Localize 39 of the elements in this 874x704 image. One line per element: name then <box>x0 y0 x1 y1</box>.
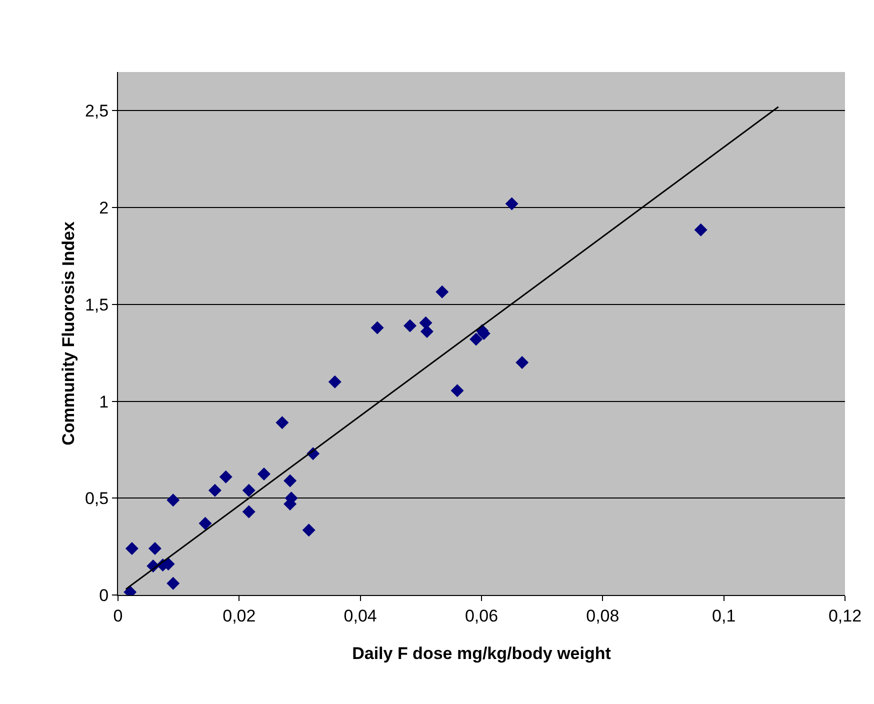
point <box>219 470 232 484</box>
point <box>404 319 417 332</box>
point <box>505 197 518 210</box>
point <box>420 325 434 338</box>
point <box>242 484 256 497</box>
point <box>166 494 180 507</box>
point <box>208 484 222 497</box>
point <box>328 375 342 388</box>
point <box>148 542 162 556</box>
y-axis-title: Community Fluorosis Index <box>59 221 78 446</box>
point <box>516 356 529 370</box>
y-tick-label: 1 <box>99 392 109 412</box>
point <box>166 576 180 590</box>
point <box>258 467 271 480</box>
x-tick-label: 0,12 <box>828 606 862 626</box>
point <box>242 505 256 518</box>
x-tick-label: 0,04 <box>344 606 377 626</box>
point <box>470 332 483 346</box>
point <box>198 516 212 530</box>
y-tick-label: 2,5 <box>84 102 109 121</box>
point <box>450 384 464 398</box>
point <box>436 285 449 298</box>
point <box>284 474 297 488</box>
point <box>276 416 289 430</box>
x-tick-label: 0,1 <box>712 606 736 626</box>
x-axis-title: Daily F dose mg/kg/body weight <box>352 644 612 663</box>
point <box>302 524 316 537</box>
point <box>694 223 708 236</box>
y-tick-label: 0 <box>99 586 109 605</box>
y-tick-label: 1,5 <box>84 295 109 314</box>
x-tick-label: 0,06 <box>464 606 498 626</box>
point <box>370 321 384 334</box>
point <box>419 316 432 330</box>
x-tick-label: 0,08 <box>586 606 620 626</box>
y-tick-label: 0,5 <box>84 489 109 508</box>
point <box>125 542 138 556</box>
x-tick-label: 0 <box>113 606 123 626</box>
y-tick-label: 2 <box>99 198 109 218</box>
x-tick-label: 0,02 <box>222 606 256 626</box>
